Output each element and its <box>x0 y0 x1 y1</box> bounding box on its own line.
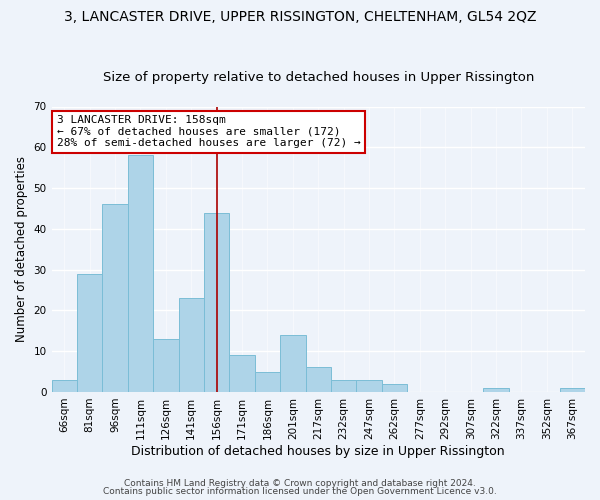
Title: Size of property relative to detached houses in Upper Rissington: Size of property relative to detached ho… <box>103 72 534 85</box>
Bar <box>103 204 128 392</box>
Bar <box>560 388 585 392</box>
Bar <box>128 156 153 392</box>
X-axis label: Distribution of detached houses by size in Upper Rissington: Distribution of detached houses by size … <box>131 444 505 458</box>
Bar <box>331 380 356 392</box>
Bar <box>382 384 407 392</box>
Text: 3 LANCASTER DRIVE: 158sqm
← 67% of detached houses are smaller (172)
28% of semi: 3 LANCASTER DRIVE: 158sqm ← 67% of detac… <box>57 115 361 148</box>
Bar <box>229 356 255 392</box>
Bar <box>484 388 509 392</box>
Bar <box>305 368 331 392</box>
Bar <box>356 380 382 392</box>
Text: Contains HM Land Registry data © Crown copyright and database right 2024.: Contains HM Land Registry data © Crown c… <box>124 478 476 488</box>
Text: Contains public sector information licensed under the Open Government Licence v3: Contains public sector information licen… <box>103 487 497 496</box>
Bar <box>179 298 204 392</box>
Bar <box>204 212 229 392</box>
Y-axis label: Number of detached properties: Number of detached properties <box>15 156 28 342</box>
Bar <box>153 339 179 392</box>
Text: 3, LANCASTER DRIVE, UPPER RISSINGTON, CHELTENHAM, GL54 2QZ: 3, LANCASTER DRIVE, UPPER RISSINGTON, CH… <box>64 10 536 24</box>
Bar <box>280 335 305 392</box>
Bar <box>52 380 77 392</box>
Bar <box>255 372 280 392</box>
Bar <box>77 274 103 392</box>
